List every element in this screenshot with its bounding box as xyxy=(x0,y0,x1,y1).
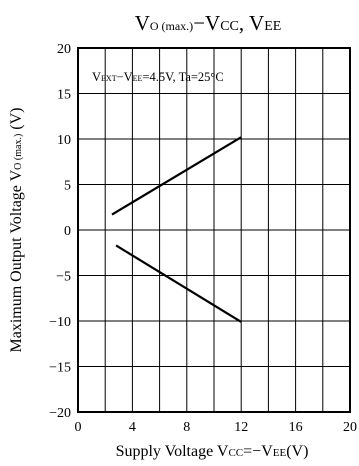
x-tick-labels: 0 4 8 12 16 20 xyxy=(75,420,358,435)
y-tick-label: −5 xyxy=(56,270,71,285)
x-tick-label: 16 xyxy=(289,420,303,435)
y-tick-label: −20 xyxy=(49,406,71,421)
x-tick-label: 0 xyxy=(75,420,82,435)
x-tick-label: 12 xyxy=(234,420,248,435)
y-tick-label: 5 xyxy=(64,179,71,194)
series-layer xyxy=(111,136,242,323)
series-line-2 xyxy=(115,244,242,323)
y-tick-label: 20 xyxy=(57,42,71,57)
y-tick-label: 10 xyxy=(57,133,71,148)
y-tick-label: 15 xyxy=(57,88,71,103)
x-tick-label: 20 xyxy=(343,420,357,435)
condition-annotation: VEXT−VEE=4.5V, Ta=25°C xyxy=(92,70,224,84)
x-tick-label: 4 xyxy=(129,420,136,435)
x-tick-label: 8 xyxy=(183,420,190,435)
plot-frame xyxy=(77,47,351,413)
y-axis-label: Maximum Output Voltage VO (max.) (V) xyxy=(8,108,25,353)
grid xyxy=(78,48,350,412)
y-tick-label: −10 xyxy=(49,315,71,330)
chart-title: VO (max.)−VCC, VEE xyxy=(135,11,282,35)
y-tick-labels: 20 15 10 5 0 −5 −10 −15 −20 xyxy=(49,42,71,421)
series-line-1 xyxy=(111,136,242,216)
y-tick-label: 0 xyxy=(64,224,71,239)
x-axis-label: Supply Voltage VCC=−VEE(V) xyxy=(116,443,309,460)
y-tick-label: −15 xyxy=(49,361,71,376)
